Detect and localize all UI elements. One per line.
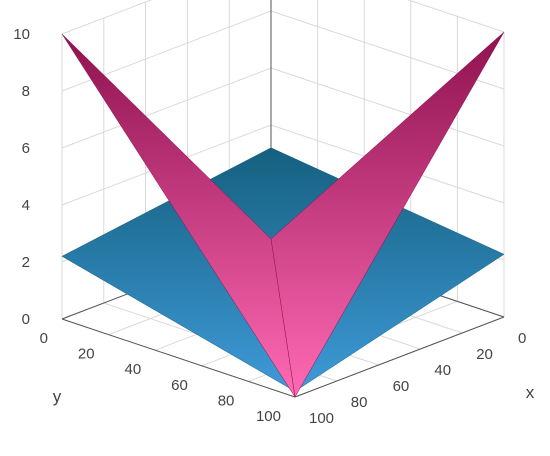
y-axis-title: y (53, 387, 62, 406)
x-tick-label: 40 (434, 362, 451, 379)
z-tick-label: 2 (22, 254, 30, 271)
axis-line (61, 318, 296, 398)
x-tick-label: 60 (393, 378, 410, 395)
y-tick-label: 0 (40, 330, 48, 347)
y-tick-label: 80 (218, 392, 235, 409)
surface-pink-right (61, 33, 296, 398)
y-tick-label: 60 (171, 377, 188, 394)
y-tick-label: 100 (256, 408, 281, 425)
grid-line (270, 67, 505, 147)
z-tick-label: 10 (13, 26, 30, 43)
x-tick-label: 100 (309, 410, 334, 427)
z-tick-label: 8 (22, 83, 30, 100)
x-tick-label: 0 (518, 330, 526, 347)
grid-line (61, 67, 272, 149)
surfaces (61, 31, 505, 398)
grid-line (406, 0, 505, 33)
x-axis-title: x (526, 383, 535, 402)
surface-pink-left (270, 31, 505, 398)
x-tick-label: 20 (476, 346, 493, 363)
y-tick-label: 20 (78, 346, 95, 363)
axis-line (294, 316, 505, 398)
z-tick-label: 0 (22, 311, 30, 328)
z-tick-label: 4 (22, 197, 30, 214)
z-tick-label: 6 (22, 140, 30, 157)
x-tick-label: 80 (351, 394, 368, 411)
y-tick-label: 40 (125, 361, 142, 378)
grid-line (61, 0, 153, 35)
